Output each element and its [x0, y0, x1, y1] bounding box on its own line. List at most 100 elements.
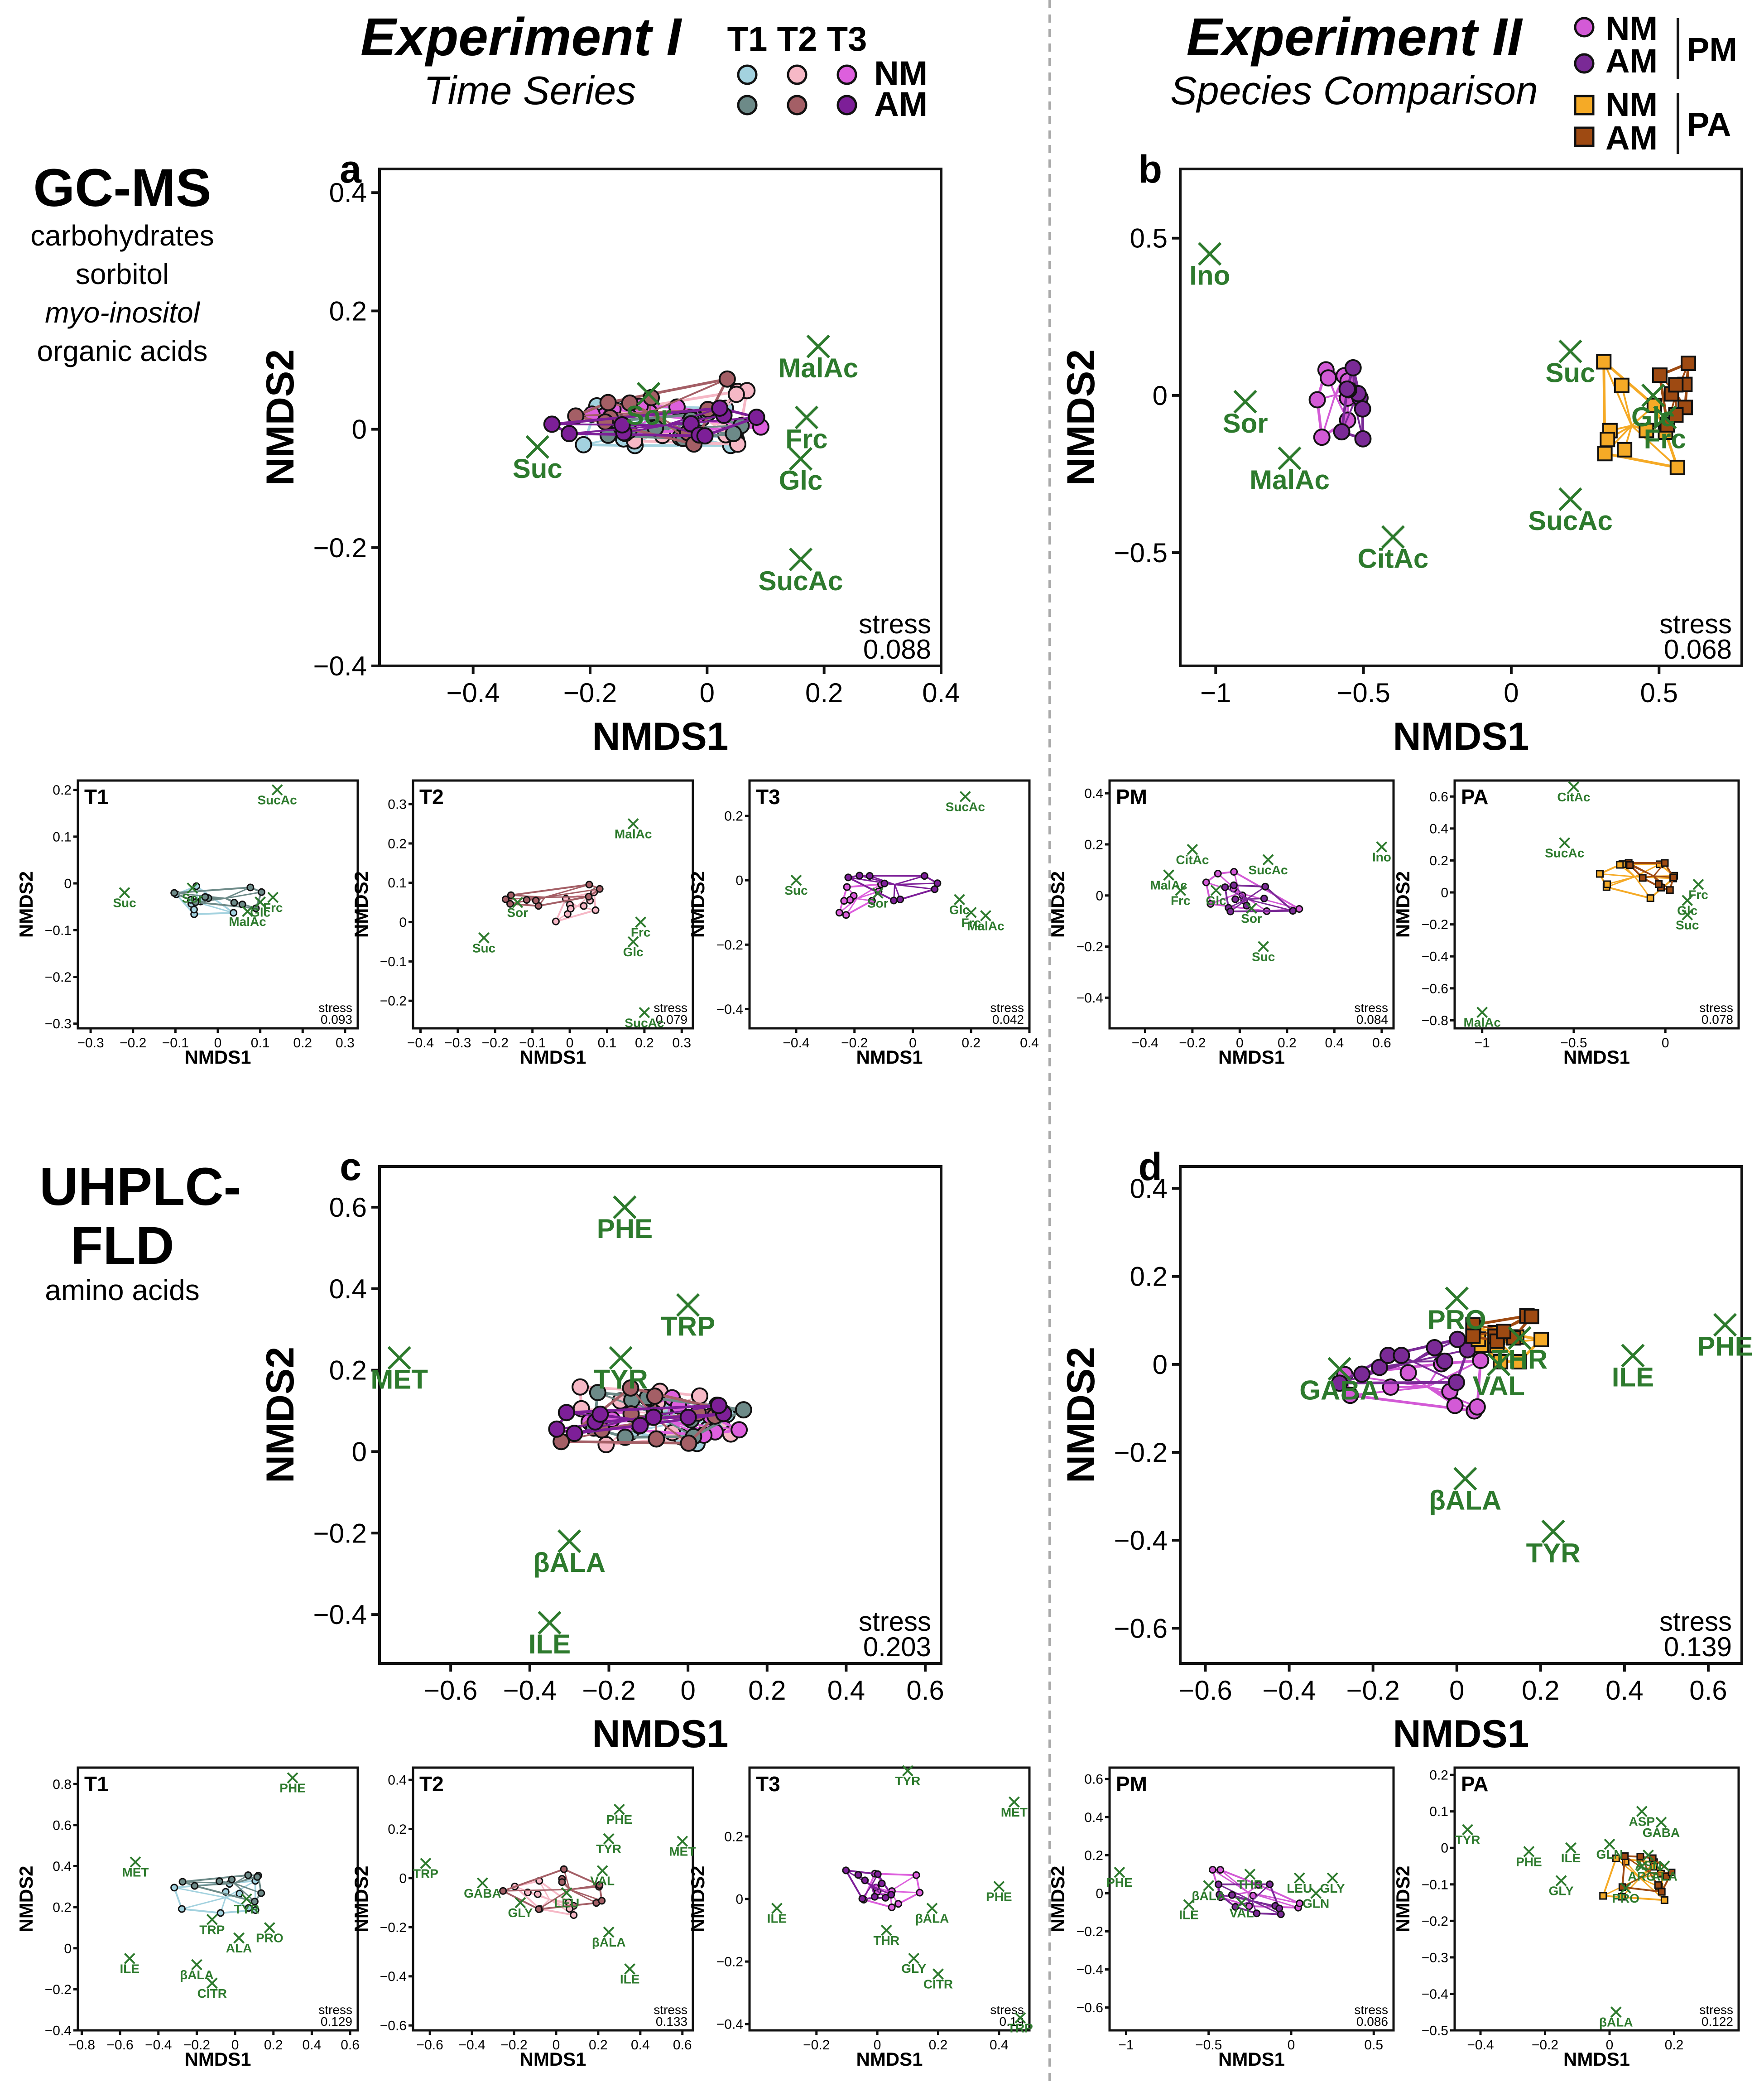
- loading-marker-a: [525, 435, 549, 459]
- loading-label-d: βALA: [1429, 1485, 1501, 1515]
- x-tick-label-a2: 0.3: [672, 1036, 691, 1051]
- sample-point-c: [566, 1425, 583, 1442]
- x-tick-label-b: 0: [1504, 678, 1519, 708]
- hull-c3-0: [863, 1873, 921, 1908]
- sample-point-a2: [501, 895, 509, 903]
- loading-label-d2: ALA: [1651, 1870, 1677, 1884]
- plot-frame-a3: [748, 779, 1031, 1030]
- y-tick-label-a2: 0.1: [388, 876, 407, 891]
- loading-marker-c1: [206, 1977, 218, 1989]
- x-tick-label-d2: 0: [1606, 2038, 1614, 2053]
- stress-label-c: stress: [859, 1606, 931, 1637]
- sample-point-c: [631, 1417, 649, 1434]
- y-tick-label-b1: 0.2: [1084, 837, 1103, 852]
- panel-d2: PA −0.4 −0.2 0 0.2 −0.5 −0.4 −0.3 −0.2 −0.1 0 0.1 0.…: [1392, 1766, 1740, 2070]
- sample-point-b: [1313, 429, 1331, 446]
- sample-point-d1: [1208, 1866, 1216, 1874]
- loading-label-d2: PHE: [1516, 1855, 1542, 1869]
- spoke-c1-1: [183, 1881, 235, 1884]
- x-tick-label-a: 0.2: [805, 678, 843, 708]
- plot-frame-d2: [1453, 1766, 1740, 2032]
- spoke-a-4: [649, 378, 728, 414]
- sample-point-b: [1597, 446, 1613, 462]
- row1-line-4: organic acids: [37, 335, 207, 367]
- x-tick-label-d1: 0.5: [1364, 2038, 1383, 2053]
- legend-pm-am: [1574, 53, 1595, 74]
- sample-point-c: [645, 1408, 663, 1426]
- sample-point-d: [1465, 1328, 1481, 1344]
- loading-marker-c3: [771, 1903, 783, 1914]
- sample-point-c2: [499, 1887, 507, 1895]
- stress-value-d1: 0.086: [1356, 2015, 1388, 2029]
- plot-frame-a2: [412, 779, 694, 1030]
- panel-label-b2: PA: [1461, 785, 1489, 809]
- sample-point-c: [591, 1405, 609, 1423]
- stress-value-d2: 0.122: [1702, 2015, 1733, 2029]
- stress-label-a3: stress: [990, 1001, 1024, 1015]
- loading-marker-c1: [287, 1772, 298, 1784]
- sample-point-d: [1533, 1332, 1549, 1348]
- x-tick-label-c2: 0: [553, 2038, 560, 2053]
- y-tick-label-a2: 0.2: [388, 836, 407, 851]
- loading-label-a2: MalAc: [615, 827, 652, 841]
- loading-marker-b: [1381, 525, 1405, 549]
- loading-label-c2: βALA: [592, 1935, 626, 1949]
- x-tick-label-a2: 0: [566, 1036, 574, 1051]
- sample-point-c3: [912, 1871, 920, 1879]
- loading-label-b: Suc: [1545, 358, 1595, 388]
- loading-marker-a: [788, 547, 813, 572]
- x-axis-label-d2: NMDS1: [1563, 2048, 1630, 2070]
- loading-marker-b2: [1682, 895, 1693, 906]
- y-tick-label-d2: −0.1: [1422, 1877, 1448, 1892]
- sample-point-b2: [1661, 859, 1669, 867]
- x-tick-label-b2: 0: [1662, 1036, 1669, 1051]
- loading-marker-b2: [1559, 837, 1571, 849]
- stress-label-c2: stress: [654, 2003, 687, 2017]
- loading-marker-c2: [677, 1836, 688, 1847]
- sample-point-b: [1596, 354, 1612, 370]
- loading-label-c: TYR: [594, 1364, 648, 1395]
- panel-c: c −0.6 −0.4 −0.2 0 0.2 0.4 0.6 −0.4 −0.2 0 0.2 0.4 0.…: [259, 1145, 944, 1756]
- x-tick-label-a3: −0.2: [841, 1036, 868, 1051]
- spoke-d1-1: [1251, 1884, 1270, 1902]
- y-tick-label-d1: 0.6: [1084, 1772, 1103, 1787]
- x-tick-label-a3: 0.4: [1020, 1036, 1039, 1051]
- sample-point-c1: [236, 1889, 244, 1898]
- loading-label-a1: MalAc: [229, 915, 266, 929]
- sample-point-c1: [178, 1905, 186, 1913]
- y-tick-label-c1: 0: [64, 1941, 72, 1956]
- x-tick-label-b1: 0.6: [1372, 1036, 1391, 1051]
- y-tick-label-a: 0.4: [329, 178, 367, 208]
- y-tick-label-a1: 0: [64, 877, 72, 892]
- loading-marker-d2: [1610, 2006, 1622, 2018]
- sample-point-b: [1333, 423, 1351, 441]
- loading-label-d1: LEU: [1287, 1881, 1312, 1895]
- loading-label-a3: MalAc: [967, 919, 1004, 933]
- loading-marker-c: [609, 1346, 633, 1370]
- loading-marker-c3: [1014, 2012, 1026, 2024]
- loading-marker-b1: [1262, 854, 1274, 866]
- panel-b: b −1 −0.5 0 0.5 −0.5 0 0.5 NMDS1 NMDS2 stress0.068…: [1059, 148, 1743, 758]
- panel-label-d2: PA: [1461, 1772, 1489, 1796]
- x-tick-label-b1: −0.2: [1179, 1036, 1206, 1051]
- spoke-a2-1: [545, 884, 590, 898]
- loading-marker-a2: [478, 932, 490, 944]
- legend-t1-label: T1: [727, 20, 768, 58]
- loading-label-b: CitAc: [1358, 543, 1429, 574]
- x-tick-label-c2: 0.6: [673, 2038, 692, 2053]
- x-tick-label-b: −0.5: [1336, 678, 1390, 708]
- loading-label-c2: PHE: [606, 1812, 633, 1827]
- loading-label-b1: SucAc: [1248, 863, 1288, 877]
- panel-label-c1: T1: [84, 1772, 109, 1796]
- sample-point-b2: [1626, 861, 1634, 869]
- sample-point-c1: [178, 1878, 187, 1886]
- legend-pa-am-label: AM: [1605, 119, 1658, 157]
- loading-marker-a1: [242, 906, 253, 917]
- stress-value-c2: 0.133: [656, 2015, 687, 2029]
- sample-point-a: [748, 409, 765, 426]
- sample-point-c: [679, 1408, 697, 1426]
- y-axis-label-b2: NMDS2: [1392, 871, 1413, 938]
- sample-point-a: [543, 415, 561, 433]
- loading-marker-c1: [130, 1856, 141, 1868]
